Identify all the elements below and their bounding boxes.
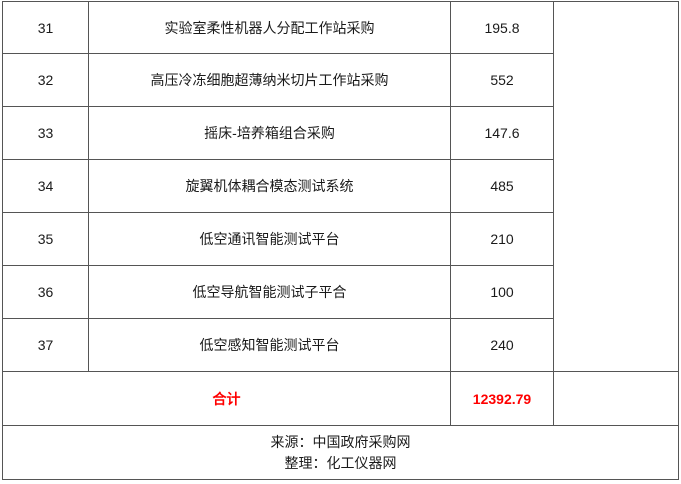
total-amount: 12392.79: [450, 371, 554, 426]
total-label: 合计: [2, 371, 451, 426]
footer-cell: 来源：中国政府采购网 整理：化工仪器网: [2, 425, 679, 480]
row-number-cell: 35: [2, 212, 89, 266]
table-row: 31 实验室柔性机器人分配工作站采购 195.8: [2, 1, 679, 372]
merged-empty-cell: [553, 1, 679, 372]
item-name-cell: 低空导航智能测试子平合: [88, 265, 451, 319]
row-number-cell: 37: [2, 318, 89, 372]
item-name-cell: 实验室柔性机器人分配工作站采购: [88, 1, 451, 54]
table-row: 37 低空感知智能测试平台 240: [2, 318, 679, 372]
amount-cell: 100: [450, 265, 554, 319]
table-row: 35 低空通讯智能测试平台 210: [2, 212, 679, 266]
total-row: 合计 12392.79: [2, 371, 679, 426]
item-name-cell: 旋翼机体耦合模态测试系统: [88, 159, 451, 213]
footer-source: 来源：中国政府采购网: [270, 433, 411, 450]
amount-cell: 195.8: [450, 1, 554, 54]
footer-compiler: 整理：化工仪器网: [284, 454, 397, 471]
footer-row: 来源：中国政府采购网 整理：化工仪器网: [2, 425, 679, 480]
amount-cell: 240: [450, 318, 554, 372]
table-row: 33 摇床-培养箱组合采购 147.6: [2, 106, 679, 160]
table-row: 34 旋翼机体耦合模态测试系统 485: [2, 159, 679, 213]
row-number-cell: 32: [2, 53, 89, 107]
amount-cell: 210: [450, 212, 554, 266]
total-empty-cell: [553, 371, 679, 426]
item-name-cell: 高压冷冻细胞超薄纳米切片工作站采购: [88, 53, 451, 107]
row-number-cell: 31: [2, 1, 89, 54]
amount-cell: 485: [450, 159, 554, 213]
amount-cell: 147.6: [450, 106, 554, 160]
item-name-cell: 摇床-培养箱组合采购: [88, 106, 451, 160]
table-row: 32 高压冷冻细胞超薄纳米切片工作站采购 552: [2, 53, 679, 107]
item-name-cell: 低空感知智能测试平台: [88, 318, 451, 372]
amount-cell: 552: [450, 53, 554, 107]
table-row: 36 低空导航智能测试子平合 100: [2, 265, 679, 319]
item-name-cell: 低空通讯智能测试平台: [88, 212, 451, 266]
row-number-cell: 34: [2, 159, 89, 213]
row-number-cell: 36: [2, 265, 89, 319]
row-number-cell: 33: [2, 106, 89, 160]
